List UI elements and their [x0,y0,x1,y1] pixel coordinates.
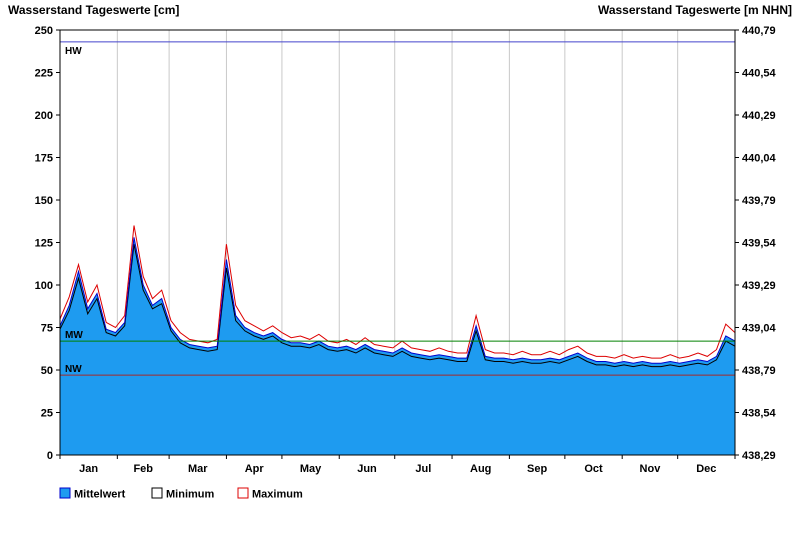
plot-area: HW MW NW [59,30,736,455]
legend-label-minimum: Minimum [166,489,214,501]
ref-line-label-hw: HW [65,46,82,57]
month-label-sep: Sep [527,463,547,475]
right-tick-label: 440,54 [742,68,777,80]
right-tick-label: 439,04 [742,323,777,335]
right-tick-label: 438,29 [742,450,776,462]
left-tick-label: 225 [35,68,53,80]
right-axis-title: Wasserstand Tageswerte [m NHN] [598,3,792,17]
axes: 0 25 50 75 100 125 150 175 200 225 250 438,29 438,54… [35,25,777,475]
left-axis-title: Wasserstand Tageswerte [cm] [8,3,179,17]
mean-area [60,237,735,455]
month-label-aug: Aug [470,463,491,475]
right-tick-label: 439,54 [742,238,777,250]
month-label-jan: Jan [79,463,98,475]
legend-label-mittelwert: Mittelwert [74,489,126,501]
month-label-oct: Oct [584,463,603,475]
left-tick-label: 100 [35,280,53,292]
right-tick-label: 438,54 [742,408,777,420]
month-label-may: May [300,463,322,475]
legend-label-maximum: Maximum [252,489,303,501]
month-label-apr: Apr [245,463,265,475]
month-label-dec: Dec [696,463,716,475]
maximum-line [59,225,736,359]
left-tick-label: 25 [41,408,53,420]
ref-line-label-nw: NW [65,364,82,375]
legend: Mittelwert Minimum Maximum [59,487,303,501]
month-label-jul: Jul [415,463,431,475]
left-tick-label: 175 [35,153,53,165]
legend-swatch-mittelwert [59,487,71,499]
ref-line-label-mw: MW [65,330,83,341]
left-tick-label: 150 [35,195,53,207]
left-tick-label: 50 [41,365,53,377]
minimum-line [59,244,736,368]
month-label-feb: Feb [133,463,153,475]
right-tick-label: 439,79 [742,195,776,207]
left-tick-label: 125 [35,238,53,250]
right-tick-label: 440,79 [742,25,776,37]
right-tick-label: 438,79 [742,365,776,377]
left-tick-label: 200 [35,110,53,122]
month-label-nov: Nov [640,463,662,475]
month-label-jun: Jun [357,463,377,475]
legend-swatch-minimum [151,487,163,499]
legend-swatch-maximum [237,487,249,499]
month-label-mar: Mar [188,463,208,475]
left-tick-label: 250 [35,25,53,37]
right-tick-label: 440,29 [742,110,776,122]
right-tick-label: 439,29 [742,280,776,292]
left-tick-label: 75 [41,323,53,335]
right-tick-label: 440,04 [742,153,777,165]
mean-line [59,237,736,364]
left-tick-label: 0 [47,450,53,462]
